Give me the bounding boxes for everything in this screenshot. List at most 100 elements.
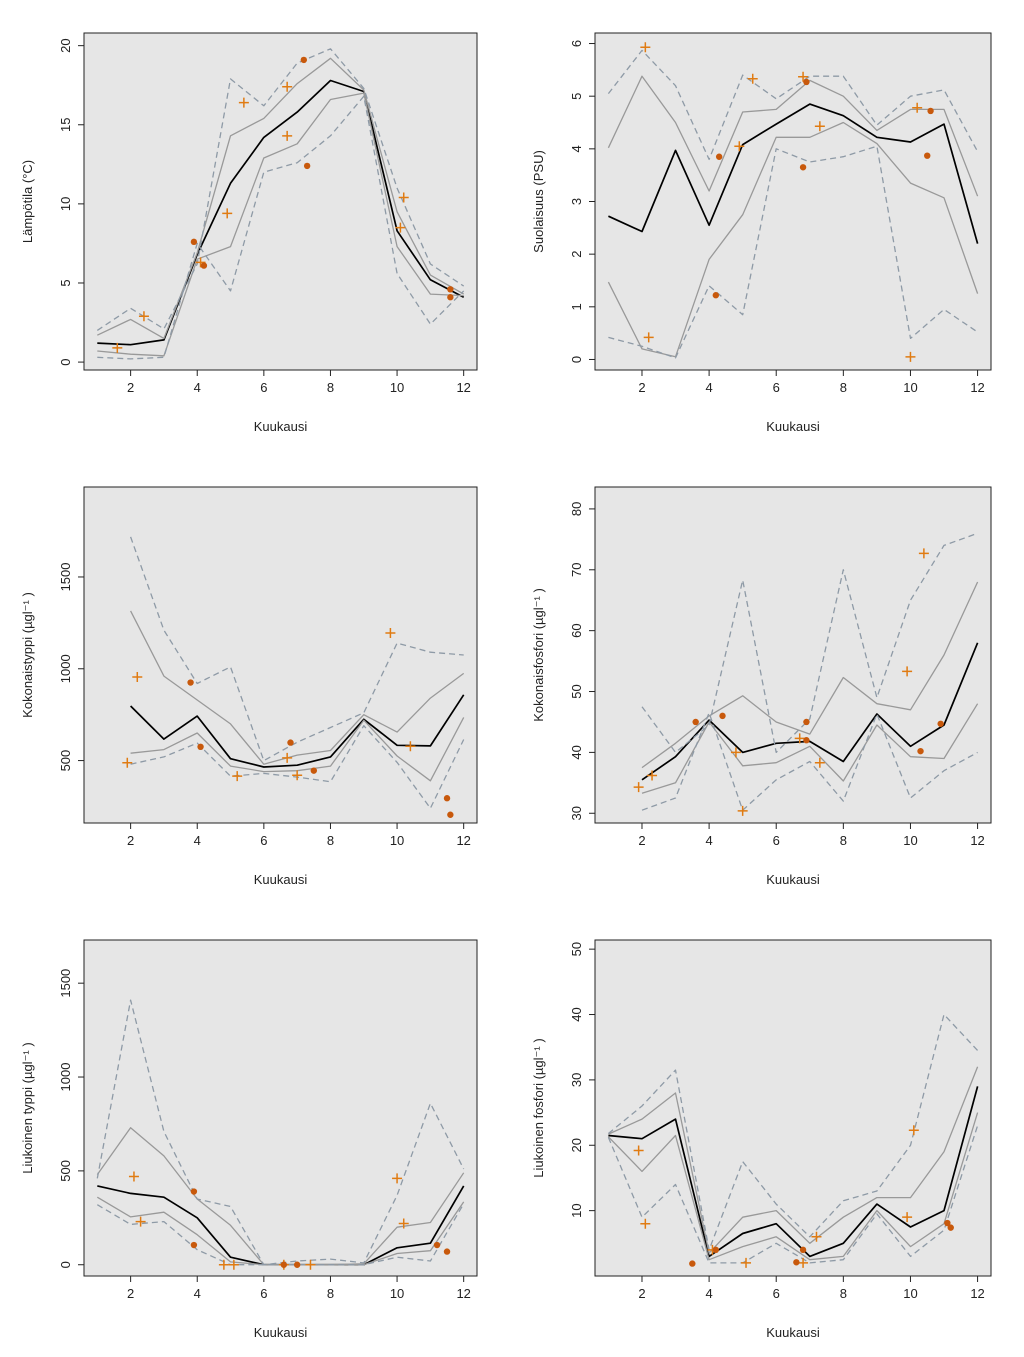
- chart-5-dot-point: [433, 1241, 441, 1249]
- chart-4-dot-point: [692, 718, 699, 726]
- chart-4-dot-point: [719, 712, 726, 720]
- chart-6-x-tick-label: 4: [705, 1286, 712, 1301]
- chart-5-series-outer-upper: [96, 999, 465, 1266]
- chart-2-y-tick-label: 3: [569, 198, 584, 205]
- chart-3-y-tick-label: 500: [58, 750, 73, 772]
- chart-6-y-axis-label: Liukoinen fosfori (µgl⁻¹ ): [531, 1038, 546, 1177]
- chart-4-y-tick-label: 70: [569, 563, 584, 577]
- chart-2-plus-point: [814, 121, 825, 132]
- chart-6-plus-point: [741, 1257, 752, 1268]
- chart-1-y-tick-label: 10: [58, 197, 73, 211]
- chart-5-x-tick-label: 6: [260, 1286, 267, 1301]
- chart-2-dot-point: [715, 153, 723, 160]
- chart-5-x-tick-label: 2: [127, 1286, 134, 1301]
- chart-1-dot-point: [190, 238, 198, 246]
- chart-6-x-tick-label: 6: [773, 1286, 780, 1301]
- chart-1-dot-point: [447, 286, 454, 293]
- chart-1-dot-point: [303, 162, 311, 170]
- chart-3-dot-point: [447, 811, 454, 818]
- chart-4-series-outer-upper: [641, 532, 978, 754]
- chart-5-plus-point: [305, 1259, 316, 1270]
- chart-6-y-tick-label: 10: [569, 1203, 584, 1217]
- chart-6-frame: [594, 939, 992, 1277]
- chart-1-plus-point: [398, 192, 409, 203]
- chart-6-dot-point: [712, 1246, 720, 1254]
- chart-4-dot-point: [937, 720, 944, 727]
- chart-1-dot-point: [200, 262, 208, 269]
- chart-2-plus-point: [905, 351, 916, 362]
- chart-2-y-tick-label: 4: [569, 145, 584, 152]
- chart-6-dot-point: [799, 1246, 807, 1254]
- chart-4-plus-point: [902, 666, 913, 677]
- chart-1-plus-point: [282, 130, 293, 141]
- chart-2-series-outer-lower: [608, 145, 978, 359]
- chart-4-plus-point: [730, 747, 741, 758]
- chart-1-y-tick-label: 5: [58, 279, 73, 286]
- chart-3-plus-point: [405, 741, 416, 752]
- chart-4-dot-point: [917, 747, 924, 755]
- chart-5-plus-point: [392, 1173, 403, 1184]
- chart-3-dot-point: [287, 739, 294, 746]
- chart-2-y-tick-label: 2: [569, 251, 584, 258]
- chart-6-plot-area: [595, 940, 991, 1276]
- chart-3-series-median: [130, 694, 465, 768]
- chart-6-series-median: [608, 1086, 979, 1258]
- chart-1-series-outer-lower: [97, 95, 465, 360]
- chart-2-plus-point: [734, 141, 745, 152]
- chart-6-dot-point: [947, 1224, 954, 1231]
- chart-5-dot-point: [190, 1241, 198, 1249]
- chart-1-plus-point: [395, 222, 406, 233]
- chart-1-plot-area: [84, 33, 477, 370]
- chart-5-x-axis-label: Kuukausi: [254, 1325, 308, 1340]
- chart-5-y-tick-label: 1500: [58, 969, 73, 998]
- chart-3-series-outer-upper: [129, 536, 464, 762]
- chart-4-plus-point: [918, 548, 929, 559]
- chart-6-y-tick-label: 30: [569, 1073, 584, 1087]
- chart-4-series-inner-upper: [641, 581, 979, 769]
- chart-1-frame: [83, 32, 478, 371]
- chart-5-x-tick-label: 4: [194, 1286, 201, 1301]
- chart-5-plus-point: [228, 1259, 239, 1270]
- chart-1-series-inner-lower: [97, 92, 464, 357]
- chart-2-dot-point: [799, 164, 807, 171]
- chart-4-y-tick-label: 40: [569, 745, 584, 759]
- chart-1-series-median: [97, 79, 465, 346]
- chart-5-dot-point: [443, 1248, 451, 1255]
- chart-2-x-tick-label: 10: [903, 380, 917, 395]
- chart-panel-1: 2 4 6 8 10 12 0 5 10 15 20 Kuukausi Lämpötila (°C): [20, 32, 478, 434]
- chart-6-series-inner-lower: [607, 1112, 979, 1261]
- chart-4-x-tick-label: 2: [638, 833, 645, 848]
- chart-1-plus-point: [138, 311, 149, 322]
- chart-3-y-axis-label: Kokonaistyppi (µgl⁻¹ ): [20, 592, 35, 718]
- chart-5-dot-point: [293, 1261, 301, 1268]
- chart-4-x-tick-label: 8: [840, 833, 847, 848]
- chart-6-series-outer-upper: [607, 1013, 979, 1251]
- chart-2-plus-point: [643, 332, 654, 343]
- chart-4-plus-point: [647, 770, 658, 781]
- chart-3-plus-point: [282, 752, 293, 763]
- chart-panel-6: 2 4 6 8 10 12 10 20 30 40 50 Kuukausi Liukoinen fosf…: [531, 939, 992, 1340]
- chart-6-x-tick-label: 12: [970, 1286, 984, 1301]
- chart-5-plus-point: [398, 1218, 409, 1229]
- chart-5-x-tick-label: 8: [327, 1286, 334, 1301]
- chart-2-x-tick-label: 8: [840, 380, 847, 395]
- chart-2-y-tick-label: 6: [569, 40, 584, 47]
- chart-5-dot-point: [190, 1188, 198, 1195]
- chart-panel-5: 2 4 6 8 10 12 0 500 1000 1500 Kuukausi Liukoinen ty…: [20, 939, 478, 1340]
- chart-4-frame: [594, 486, 992, 824]
- chart-5-frame: [83, 939, 478, 1277]
- chart-6-y-tick-label: 20: [569, 1138, 584, 1152]
- chart-2-y-tick-label: 1: [569, 303, 584, 310]
- chart-1-y-tick-label: 20: [58, 38, 73, 52]
- chart-3-series-inner-upper: [130, 610, 465, 765]
- chart-4-y-tick-label: 50: [569, 684, 584, 698]
- chart-5-y-tick-label: 500: [58, 1160, 73, 1182]
- chart-6-plus-point: [633, 1145, 644, 1156]
- chart-6-y-tick-label: 50: [569, 942, 584, 956]
- chart-2-y-tick-label: 0: [569, 356, 584, 363]
- chart-2-y-tick-label: 5: [569, 93, 584, 100]
- chart-6-plus-point: [640, 1218, 651, 1229]
- chart-3-dot-point: [443, 795, 451, 802]
- chart-4-dot-point: [803, 718, 810, 726]
